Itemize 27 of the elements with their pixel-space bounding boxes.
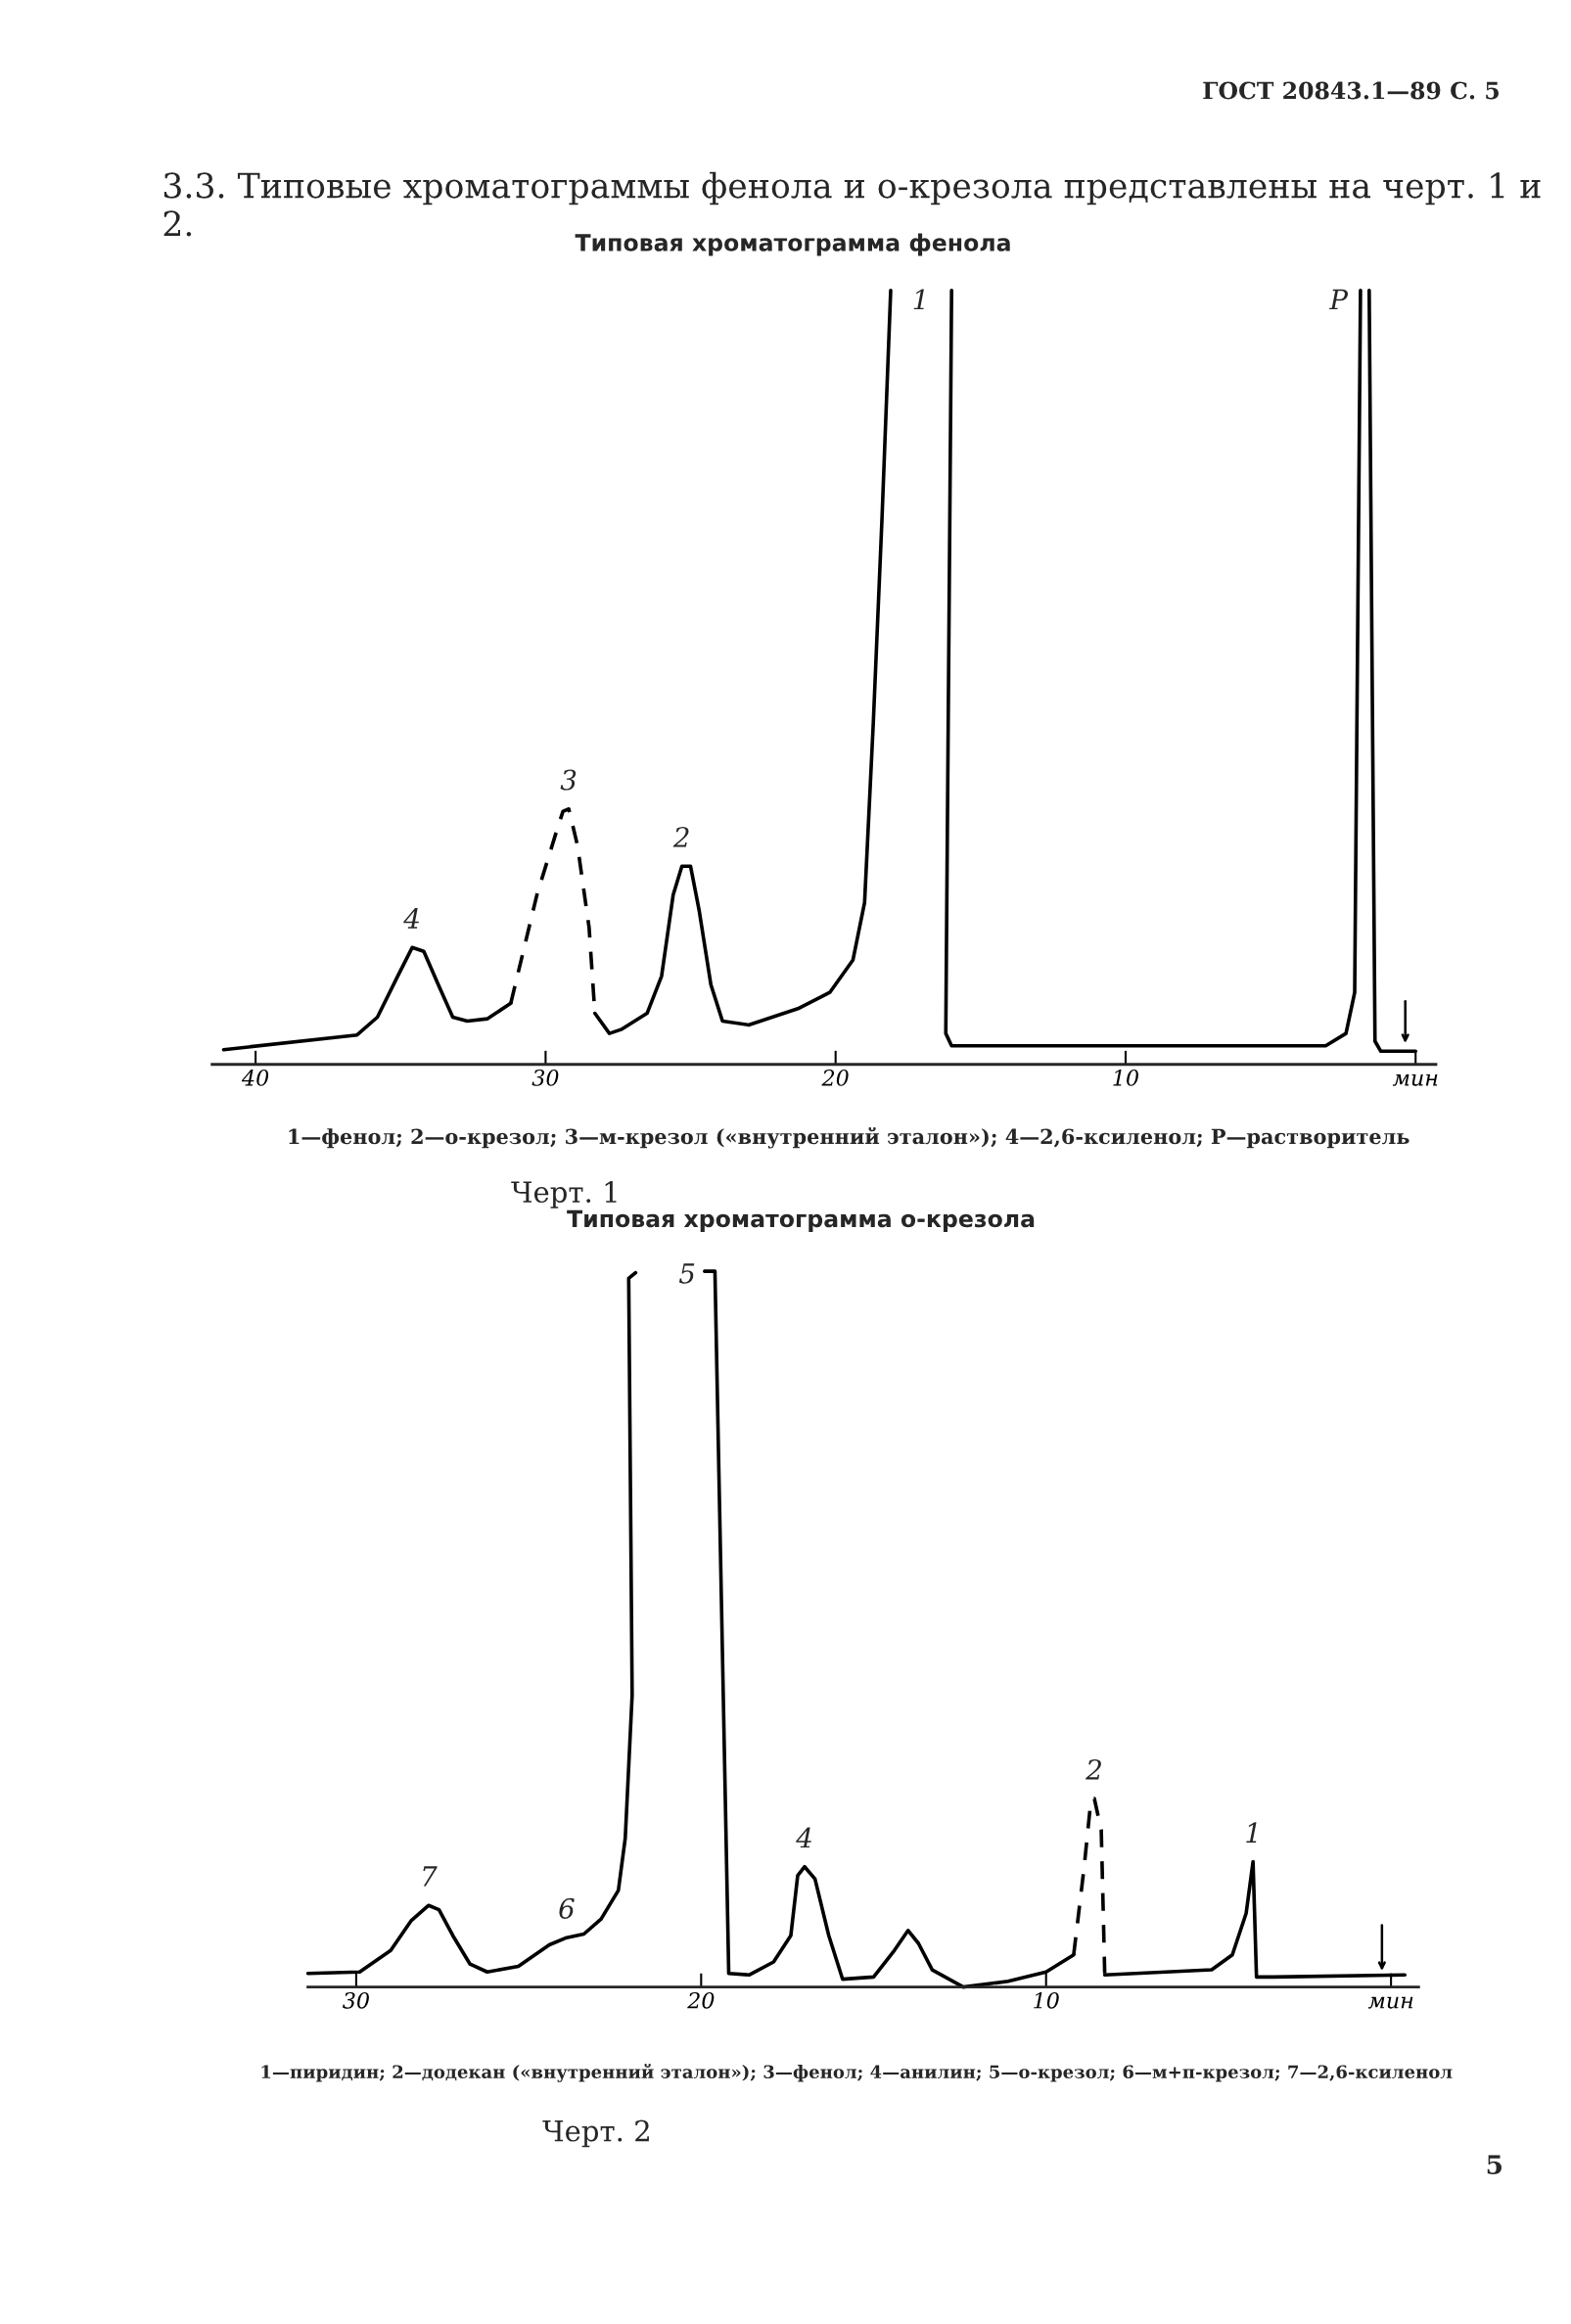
x-tick-label: мин [1367, 1996, 1413, 2009]
annotation: 4 [796, 1827, 811, 1848]
annotation: Р [1328, 289, 1349, 310]
text: Черт. 1 [511, 1181, 617, 1208]
annotation: 1 [913, 289, 924, 310]
x-tick-label: 20 [687, 1991, 715, 2009]
text: 1—пиридин; 2—додекан («внутренний эталон»); 3—фенол; 4—анилин; 5—о-крезол; 6—м+п-крезол; 7—2,6-ксиленол [261, 2064, 1453, 2082]
x-tick-label: 30 [531, 1070, 559, 1086]
text: ГОСТ 20843.1—89 С. 5 [1203, 81, 1499, 100]
annotation: 2 [672, 827, 689, 847]
x-tick-label: 30 [343, 1991, 369, 2009]
annotation: 2 [1086, 1758, 1101, 1780]
chart-title: Типовая хроматограмма о-крезола [567, 1209, 1035, 1232]
text: 5 [1487, 2155, 1502, 2175]
annotation: 1 [1246, 1822, 1257, 1843]
x-tick-label: 20 [821, 1070, 849, 1086]
text: 1—фенол; 2—о-крезол; 3—м-крезол («внутренний эталон»); 4—2,6-ксиленол; Р—растворитель [289, 1126, 1409, 1149]
annotation: 3 [560, 769, 577, 791]
annotation: 6 [559, 1897, 575, 1919]
text: Черт. 2 [542, 2119, 649, 2148]
annotation: 7 [423, 1866, 438, 1887]
annotation: 4 [403, 908, 419, 929]
x-tick-label: 10 [1113, 1070, 1138, 1086]
x-tick-label: мин [1392, 1073, 1438, 1086]
x-tick-label: 10 [1034, 1991, 1059, 2009]
annotation: 5 [678, 1263, 695, 1284]
x-tick-label: 40 [241, 1070, 269, 1086]
